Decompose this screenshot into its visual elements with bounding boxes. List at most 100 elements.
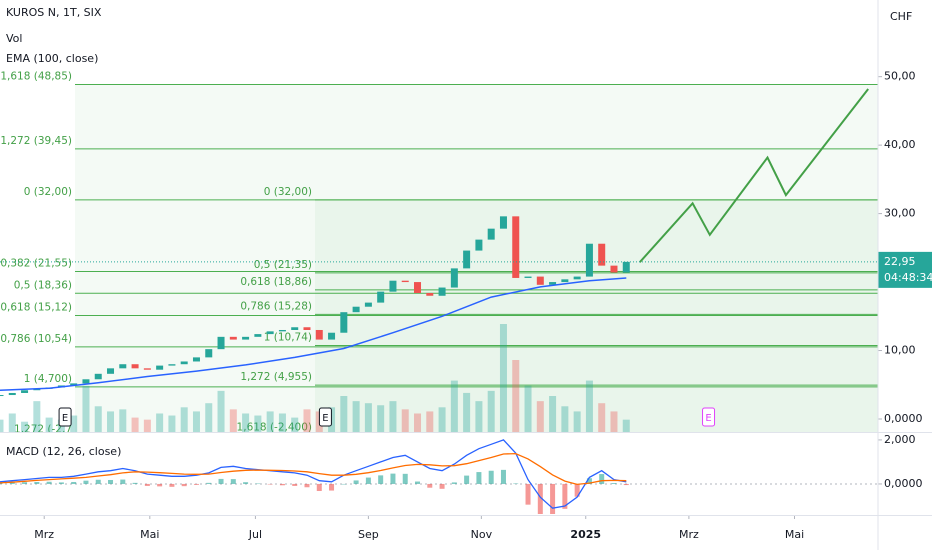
candle: [143, 368, 151, 370]
volume-legend: Vol: [6, 32, 22, 45]
volume-bar: [499, 324, 507, 432]
macd-histogram-bar: [562, 483, 568, 509]
x-tick-label: Mai: [785, 528, 804, 541]
macd-histogram-bar: [58, 482, 64, 484]
fib-label: 1,272 (4,955): [240, 371, 312, 383]
fib-label: 0 (32,00): [24, 186, 72, 198]
macd-histogram-bar: [464, 475, 470, 484]
candle: [303, 327, 311, 330]
candle: [168, 364, 176, 366]
volume-bar: [70, 415, 78, 432]
volume-bar: [192, 411, 200, 432]
macd-histogram-bar: [500, 469, 506, 484]
candle: [426, 293, 434, 296]
volume-bar: [205, 403, 213, 432]
candle: [377, 291, 385, 303]
macd-histogram-bar: [390, 473, 396, 484]
volume-bar: [340, 396, 348, 432]
fib-label: 0,5 (18,36): [14, 279, 72, 291]
candle: [82, 379, 90, 384]
volume-bar: [229, 409, 237, 432]
macd-histogram-bar: [144, 483, 150, 486]
fib-label: 1,618 (48,85): [0, 71, 72, 83]
macd-histogram-bar: [476, 472, 482, 484]
volume-bar: [82, 385, 90, 432]
candle: [242, 336, 250, 340]
volume-bar: [94, 406, 102, 432]
macd-histogram-bar: [120, 479, 126, 484]
fib-label: 0,618 (15,12): [0, 301, 72, 313]
candle: [192, 357, 200, 362]
volume-bar: [21, 421, 29, 432]
y-tick-label: 10,00: [884, 344, 916, 357]
volume-bar: [401, 409, 409, 432]
candle: [438, 287, 446, 296]
macd-histogram-bar: [34, 481, 40, 484]
candle: [266, 331, 274, 335]
earnings-label: E: [322, 413, 328, 424]
macd-histogram-bar: [513, 483, 519, 485]
volume-bar: [291, 417, 299, 432]
volume-bar: [0, 419, 4, 432]
macd-line: [0, 452, 627, 486]
macd-histogram-bar: [341, 483, 347, 485]
volume-bar: [254, 415, 262, 432]
earnings-marker: [318, 407, 332, 427]
fib-label: 1,618 (-2,400): [237, 421, 312, 433]
macd-histogram-bar: [623, 483, 629, 486]
macd-histogram-bar: [611, 483, 617, 484]
volume-bar: [107, 411, 115, 432]
fib-label: 0,786 (15,28): [240, 300, 312, 312]
macd-histogram-bar: [46, 481, 52, 484]
candle: [94, 373, 102, 380]
candle: [364, 302, 372, 307]
macd-histogram-bar: [95, 479, 101, 484]
fib-label: 1 (4,700): [24, 373, 72, 385]
candle: [389, 280, 397, 292]
symbol-title: KUROS N, 1T, SIX: [6, 6, 102, 19]
volume-bar: [45, 417, 53, 432]
fib-label: 0 (32,00): [264, 186, 312, 198]
candle: [21, 390, 29, 393]
currency[interactable]: CHF: [890, 10, 912, 23]
last-price-box: [878, 251, 932, 288]
volume-bar: [33, 401, 41, 432]
candle: [328, 332, 336, 340]
macd-histogram-bar: [9, 482, 15, 484]
fib-label: 1 (10,74): [264, 331, 312, 343]
y-tick-label: 30,00: [884, 207, 916, 220]
candle: [131, 364, 139, 369]
macd-histogram-bar: [157, 483, 163, 487]
volume-bar: [438, 407, 446, 432]
projection-line: [639, 88, 869, 263]
candle: [119, 364, 127, 369]
candle: [610, 265, 618, 273]
macd-histogram-bar: [415, 481, 421, 484]
macd-histogram-bar: [451, 482, 457, 484]
macd-histogram-bar: [304, 483, 310, 488]
y-tick-label: 40,00: [884, 138, 916, 151]
macd-histogram-bar: [353, 480, 359, 484]
macd-histogram-bar: [550, 483, 556, 514]
candle: [205, 349, 213, 358]
candle: [487, 228, 495, 240]
candle: [524, 276, 532, 278]
volume-bar: [242, 413, 250, 432]
macd-histogram-bar: [71, 481, 77, 484]
macd-histogram-bar: [108, 479, 114, 484]
volume-bar: [549, 396, 557, 432]
volume-bar: [585, 380, 593, 432]
macd-histogram-bar: [181, 483, 187, 487]
volume-bar: [217, 390, 225, 432]
earnings-label: E: [705, 413, 711, 424]
candle: [598, 243, 606, 266]
candle: [573, 276, 581, 280]
volume-bar: [463, 392, 471, 432]
y-tick-label: 50,00: [884, 70, 916, 83]
macd-histogram-bar: [402, 473, 408, 484]
volume-bar: [512, 360, 520, 432]
macd-histogram-bar: [193, 483, 199, 485]
fib-label: 0,5 (21,35): [254, 259, 312, 271]
candle: [622, 261, 630, 273]
